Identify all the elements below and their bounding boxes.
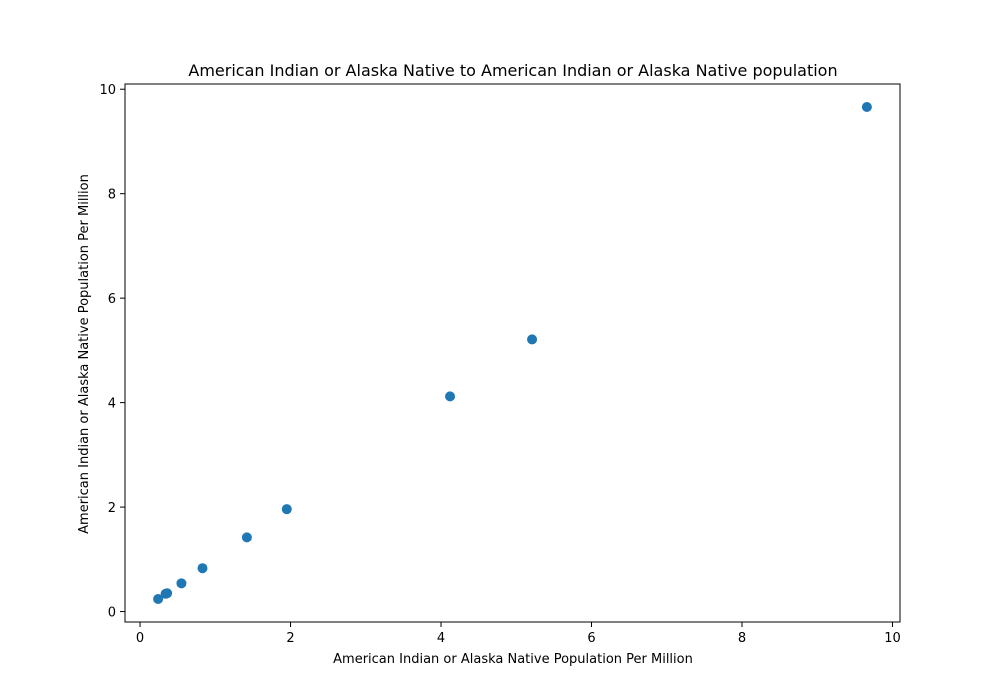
data-point [176, 578, 187, 589]
y-tick-label: 2 [108, 501, 116, 516]
x-tick-label: 10 [884, 631, 901, 646]
x-tick-label: 0 [136, 631, 144, 646]
data-point [527, 334, 538, 345]
data-point [153, 594, 164, 605]
x-tick-label: 6 [587, 631, 595, 646]
y-tick-label: 8 [108, 188, 116, 203]
data-point [861, 101, 872, 112]
data-point [197, 563, 208, 574]
axes-frame [124, 83, 901, 623]
y-tick-label: 10 [99, 83, 116, 98]
data-point [241, 532, 252, 543]
plot-area: 0 2 4 6 8 10 0 2 4 6 8 10 [99, 83, 900, 646]
x-axis-label: American Indian or Alaska Native Populat… [333, 652, 693, 667]
x-tick-label: 8 [738, 631, 746, 646]
x-tick-label: 2 [286, 631, 294, 646]
y-tick-label: 6 [108, 292, 116, 307]
chart-title: American Indian or Alaska Native to Amer… [188, 61, 837, 80]
y-tick-label: 0 [108, 606, 116, 621]
data-point [281, 504, 292, 515]
data-point [162, 588, 173, 599]
y-axis-label: American Indian or Alaska Native Populat… [77, 174, 92, 534]
data-point [445, 391, 456, 402]
x-tick-label: 4 [437, 631, 445, 646]
y-tick-label: 4 [108, 397, 116, 412]
